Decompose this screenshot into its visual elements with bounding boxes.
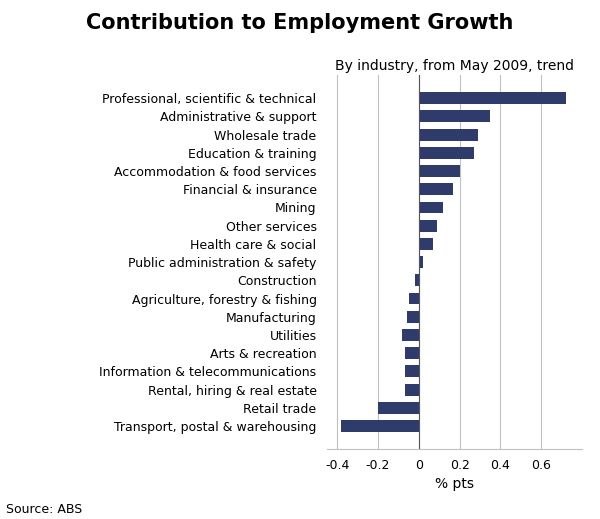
Bar	[378, 402, 419, 414]
Bar	[419, 256, 423, 268]
Text: Contribution to Employment Growth: Contribution to Employment Growth	[86, 13, 514, 33]
Bar	[419, 238, 433, 250]
Title: By industry, from May 2009, trend: By industry, from May 2009, trend	[335, 59, 574, 73]
Bar	[341, 420, 419, 432]
Bar	[419, 129, 478, 141]
Text: Source: ABS: Source: ABS	[6, 503, 82, 516]
Bar	[419, 92, 566, 104]
Bar	[409, 293, 419, 305]
Bar	[419, 183, 454, 195]
Bar	[419, 220, 437, 231]
Bar	[415, 275, 419, 286]
Bar	[419, 165, 460, 177]
Bar	[403, 329, 419, 341]
Bar	[419, 147, 474, 159]
Bar	[419, 111, 490, 122]
X-axis label: % pts: % pts	[435, 477, 474, 491]
Bar	[404, 365, 419, 377]
Bar	[407, 311, 419, 323]
Bar	[404, 384, 419, 395]
Bar	[419, 201, 443, 213]
Bar	[404, 347, 419, 359]
